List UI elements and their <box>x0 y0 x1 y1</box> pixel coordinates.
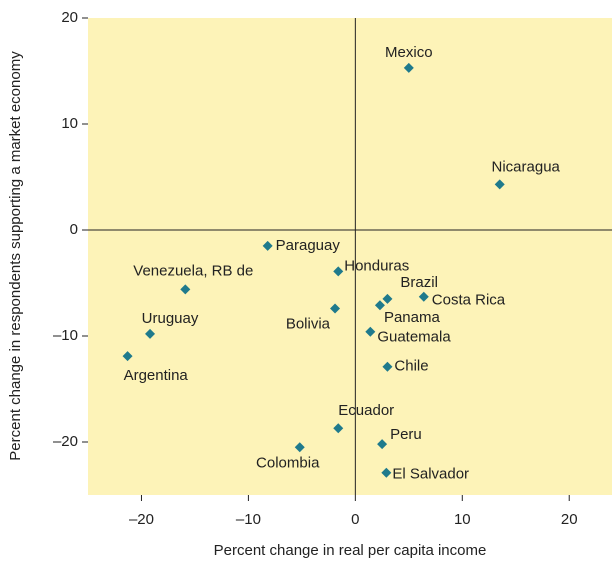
point <box>122 351 133 362</box>
point-label: Chile <box>394 358 428 375</box>
point <box>330 303 341 314</box>
point-label: Brazil <box>400 274 438 291</box>
point-label: Uruguay <box>142 310 199 327</box>
y-tick-label: –20 <box>53 433 78 450</box>
point <box>333 266 344 277</box>
x-tick-label: –10 <box>236 511 261 528</box>
point-label: Honduras <box>344 257 409 274</box>
x-tick-label: –20 <box>129 511 154 528</box>
point-label: Argentina <box>124 367 189 384</box>
y-tick-label: 0 <box>70 221 78 238</box>
point-label: Costa Rica <box>432 292 506 309</box>
point-label: Nicaragua <box>492 158 561 175</box>
point-label: Ecuador <box>338 402 394 419</box>
point-label: Venezuela, RB de <box>133 262 253 279</box>
point <box>294 442 305 453</box>
point <box>403 62 414 73</box>
point <box>374 300 385 311</box>
point-label: Paraguay <box>276 237 341 254</box>
point <box>180 284 191 295</box>
point-label: Colombia <box>256 454 320 471</box>
y-tick-label: 20 <box>61 9 78 26</box>
point-label: Peru <box>390 426 422 443</box>
y-axis-label: Percent change in respondents supporting… <box>7 51 24 461</box>
point <box>494 179 505 190</box>
point <box>145 328 156 339</box>
point <box>381 467 392 478</box>
point <box>382 293 393 304</box>
point <box>365 326 376 337</box>
point-label: Guatemala <box>377 329 451 346</box>
point <box>377 439 388 450</box>
x-tick-label: 10 <box>454 511 471 528</box>
point-label: Panama <box>384 309 441 326</box>
x-tick-label: 0 <box>351 511 359 528</box>
point <box>333 423 344 434</box>
point <box>418 291 429 302</box>
point-label: El Salvador <box>392 466 469 483</box>
y-tick-label: –10 <box>53 327 78 344</box>
point <box>382 361 393 372</box>
plot-background <box>88 18 612 495</box>
x-tick-label: 20 <box>561 511 578 528</box>
y-tick-label: 10 <box>61 115 78 132</box>
point-label: Bolivia <box>286 315 331 332</box>
point-label: Mexico <box>385 44 433 61</box>
point <box>262 240 273 251</box>
x-axis-label: Percent change in real per capita income <box>214 542 487 559</box>
